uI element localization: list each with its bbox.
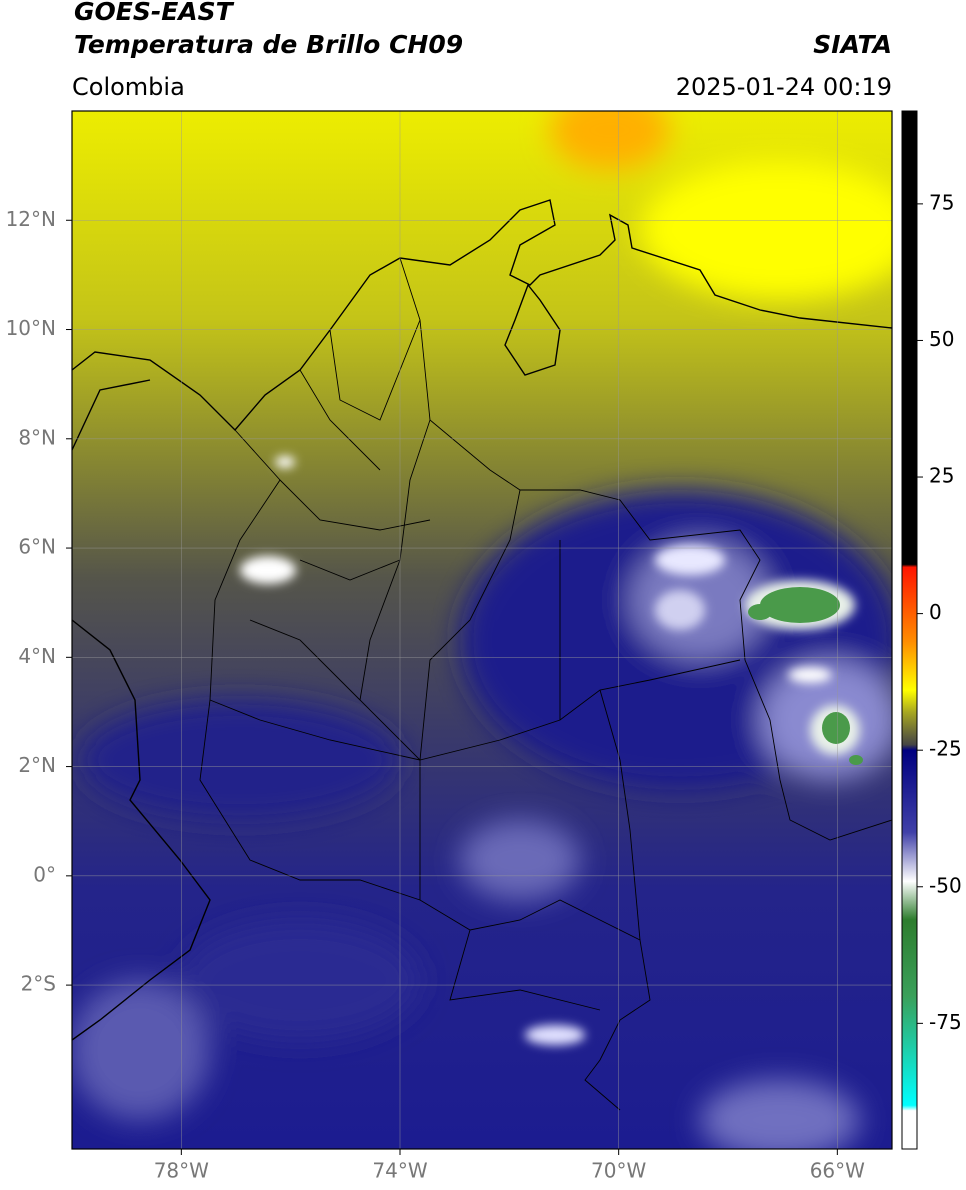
colorbar-label: -25 <box>929 737 962 761</box>
lon-label: 78°W <box>154 1159 209 1183</box>
lat-label: 0° <box>33 862 56 886</box>
region: Colombia <box>72 73 185 101</box>
lon-label: 74°W <box>372 1159 427 1183</box>
colorbar-label: 75 <box>929 190 954 214</box>
lon-label: 70°W <box>591 1159 646 1183</box>
coastlines <box>72 199 892 1041</box>
map-imagery <box>72 111 892 1149</box>
subtitle: Temperatura de Brillo CH09 <box>74 30 463 59</box>
lat-label: 4°N <box>18 644 56 668</box>
lat-label: 12°N <box>6 207 56 231</box>
lat-label: 6°N <box>18 535 56 559</box>
green-cores <box>748 587 863 765</box>
timestamp: 2025-01-24 00:19 <box>676 73 892 101</box>
colorbar-label: 0 <box>929 600 942 624</box>
map-frame <box>71 110 893 1150</box>
colorbar <box>901 110 918 1150</box>
lon-label: 66°W <box>810 1159 865 1183</box>
lat-label: 2°S <box>21 972 56 996</box>
title: GOES-EAST <box>74 0 235 26</box>
colorbar-label: -75 <box>929 1010 962 1034</box>
lat-label: 10°N <box>6 316 56 340</box>
lat-label: 8°N <box>18 425 56 449</box>
colorbar-label: 50 <box>929 327 954 351</box>
colorbar-label: 25 <box>929 464 954 488</box>
source: SIATA <box>813 30 892 59</box>
grid <box>72 111 892 1149</box>
colorbar-label: -50 <box>929 873 962 897</box>
borders <box>199 257 892 1111</box>
lat-label: 2°N <box>18 753 56 777</box>
